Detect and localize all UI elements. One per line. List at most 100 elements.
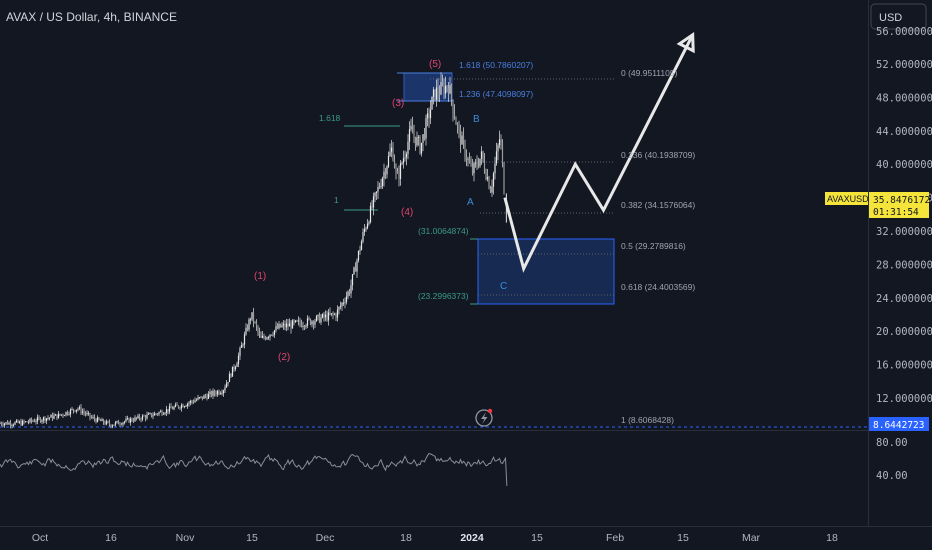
candle-body <box>260 334 262 338</box>
candle-body <box>360 241 363 251</box>
candle-body <box>138 415 141 419</box>
candle-body <box>48 417 51 419</box>
candle-body <box>293 320 295 322</box>
candle-body <box>350 285 352 294</box>
candle-body <box>5 422 7 424</box>
candle-body <box>222 390 225 394</box>
candle-body <box>122 422 124 425</box>
candle-body <box>317 314 319 317</box>
candle-body <box>342 302 345 304</box>
candle-body <box>419 137 421 154</box>
candle-body <box>143 415 145 417</box>
candle-body <box>470 162 472 166</box>
candle-body <box>408 129 411 142</box>
candle-body <box>207 393 210 399</box>
fib-level-05-label: 0.5 (29.2789816) <box>621 241 686 251</box>
candle-body <box>462 135 465 142</box>
time-axis[interactable]: Oct 16 Nov 15 Dec 18 2024 15 Feb 15 Mar 18 <box>32 532 838 544</box>
candle-body <box>330 313 333 315</box>
candle-body <box>99 419 102 422</box>
candle-body <box>2 424 4 426</box>
candle-body <box>158 412 160 415</box>
candle-body <box>380 186 382 188</box>
candle-body <box>233 366 235 370</box>
extension-target-zone <box>403 72 453 102</box>
candle-body <box>32 420 34 422</box>
candle-body <box>41 420 43 422</box>
fib-base-price: 8.6442723 <box>873 420 924 431</box>
candle-body <box>248 319 250 330</box>
candle-body <box>437 87 439 94</box>
candle-body <box>347 291 349 297</box>
candle-body <box>59 413 61 416</box>
candle-body <box>404 157 406 159</box>
candle-body <box>434 89 436 100</box>
candle-body <box>261 335 264 338</box>
candle-body <box>206 396 208 399</box>
candle-body <box>264 337 267 340</box>
currency-button[interactable]: USD <box>870 3 927 30</box>
candle-body <box>30 418 33 422</box>
candle-body <box>497 145 499 152</box>
candle-body <box>482 151 484 161</box>
candle-body <box>263 335 265 338</box>
candle-body <box>45 418 48 421</box>
candle-body <box>81 411 84 413</box>
candle-body <box>84 412 87 415</box>
candle-body <box>252 312 255 323</box>
candle-body <box>428 113 430 119</box>
symbol-price-tag[interactable]: AVAXUSD 35.8476172 01:31:54 <box>825 192 930 218</box>
time-axis-label: Oct <box>32 532 48 544</box>
candle-body <box>354 267 357 272</box>
candle-body <box>459 129 462 145</box>
candle-body <box>162 413 165 415</box>
candle-body <box>203 395 205 399</box>
candle-body <box>0 423 1 424</box>
candle-body <box>366 223 369 229</box>
candle-body <box>36 417 39 422</box>
candle-body <box>309 318 312 325</box>
candle-body <box>344 302 346 303</box>
candle-body <box>101 419 103 422</box>
wave-c-box-top-label: (31.0064874) <box>418 226 469 236</box>
wave-a-label: A <box>467 197 474 208</box>
candle-body <box>11 425 13 426</box>
candle-body <box>125 418 127 422</box>
candle-body <box>245 327 247 335</box>
lightning-event-icon[interactable] <box>475 408 493 427</box>
candle-body <box>146 414 148 419</box>
candle-body <box>147 413 150 415</box>
candle-body <box>468 158 471 163</box>
candle-body <box>192 401 195 403</box>
candle-body <box>422 134 424 143</box>
candle-body <box>18 421 21 423</box>
indicator-line <box>0 452 508 487</box>
candle-body <box>152 415 154 417</box>
candle-body <box>320 317 322 323</box>
time-axis-label: Mar <box>742 532 761 544</box>
candle-body <box>486 177 489 180</box>
candle-body <box>161 411 163 415</box>
wave-c-box-bottom-label: (23.2996373) <box>418 291 469 301</box>
candle-body <box>215 393 217 395</box>
price-axis[interactable]: 52.0000000 48.0000000 44.0000000 40.0000000… <box>876 26 932 405</box>
candle-body <box>351 274 354 286</box>
price-series[interactable] <box>0 72 507 429</box>
candle-body <box>123 421 126 423</box>
bar-countdown: 01:31:54 <box>873 207 919 218</box>
candle-body <box>474 162 477 164</box>
candle-body <box>356 260 358 272</box>
time-axis-label: 15 <box>531 532 543 544</box>
wave-c-label: C <box>500 281 507 292</box>
indicator-axis-label: 40.00 <box>876 470 908 482</box>
candle-body <box>296 320 298 322</box>
candle-body <box>165 409 168 413</box>
candle-body <box>417 137 420 138</box>
candle-body <box>458 125 460 130</box>
candle-body <box>392 147 394 161</box>
candle-body <box>74 410 76 412</box>
candle-body <box>228 373 231 383</box>
candle-body <box>150 413 153 417</box>
